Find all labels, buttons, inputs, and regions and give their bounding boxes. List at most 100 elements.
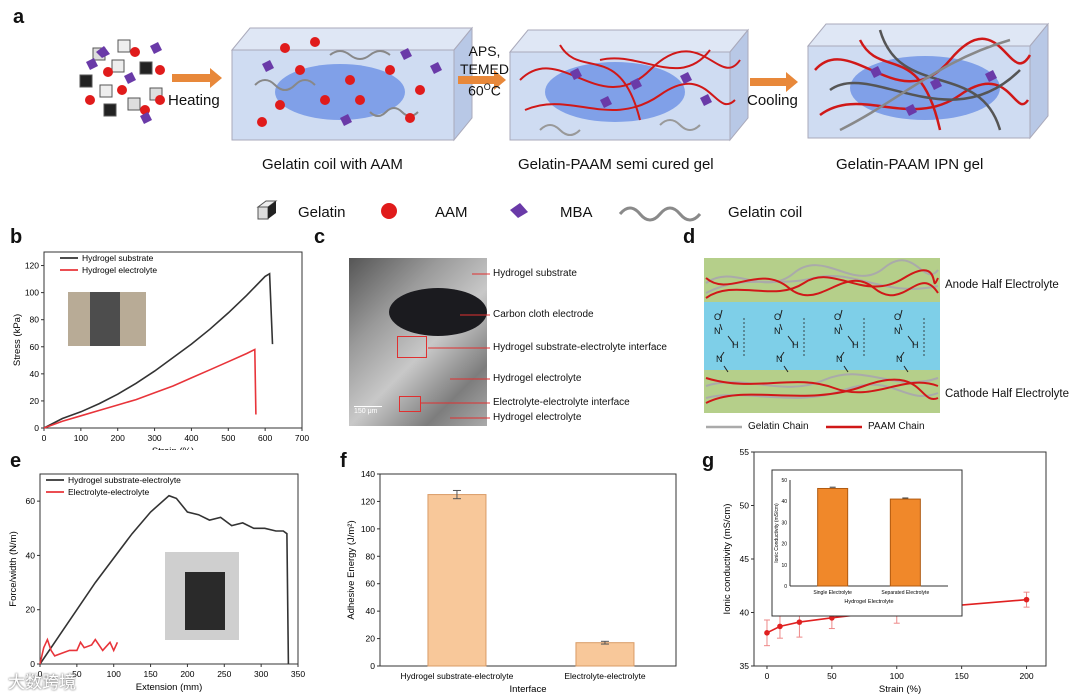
- e-ytick-label: 60: [26, 496, 36, 506]
- b-xtick-label: 200: [111, 433, 125, 443]
- legend-paam-chain: PAAM Chain: [868, 421, 925, 432]
- e-xtick-label: 50: [72, 669, 82, 679]
- panel-e-letter: e: [10, 450, 22, 472]
- f-bar: [427, 494, 487, 667]
- step-cooling-label: Cooling: [747, 92, 798, 109]
- interface-box-2: [399, 396, 421, 412]
- arrow-cooling: [750, 72, 798, 92]
- e-ytick-label: 0: [30, 659, 35, 669]
- e-peel-sample: [185, 572, 225, 630]
- g-xtick-label: 200: [1019, 671, 1033, 681]
- svg-text:N: N: [714, 326, 721, 336]
- g-ytick-label: 35: [740, 661, 750, 671]
- b-ytick-label: 60: [30, 342, 40, 352]
- legend-gelatin-label: Gelatin: [298, 204, 346, 221]
- e-xtick-label: 200: [180, 669, 194, 679]
- b-ytick-label: 80: [30, 315, 40, 325]
- anode-half-electrolyte-label: Anode Half Electrolyte: [945, 279, 1059, 291]
- legend-coil-icon: [618, 206, 702, 222]
- legend-coil-label: Gelatin coil: [728, 204, 803, 221]
- panel-a-schematic: [79, 22, 1050, 222]
- svg-text:O: O: [894, 312, 901, 322]
- caption-semi-cured: Gelatin-PAAM semi cured gel: [518, 156, 714, 173]
- f-ylabel: Adhesive Energy (J/m²): [346, 520, 357, 619]
- g-inset-ytick-label: 40: [781, 499, 787, 505]
- panel-c-leader-lines: [420, 273, 490, 419]
- svg-text:N: N: [834, 326, 841, 336]
- g-point: [764, 630, 770, 636]
- b-ytick-label: 100: [25, 288, 39, 298]
- g-ytick-label: 40: [740, 608, 750, 618]
- b-ylabel: Stress (kPa): [12, 314, 23, 366]
- f-xlabel: Interface: [510, 684, 547, 695]
- e-xtick-label: 300: [254, 669, 268, 679]
- e-ytick-label: 40: [26, 550, 36, 560]
- g-inset-ytick-label: 50: [781, 478, 787, 484]
- svg-text:N: N: [776, 354, 783, 364]
- b-series-line-1: [43, 348, 257, 429]
- f-ytick-label: 0: [370, 661, 375, 671]
- panel-d-letter: d: [683, 226, 696, 248]
- chart-b: 0 100 200 300 400 500 600 700 0 20 40 60 80 100 120 Str…: [12, 251, 309, 450]
- step-heating-label: Heating: [168, 92, 220, 109]
- panel-c-letter: c: [314, 226, 326, 248]
- g-xtick-label: 0: [765, 671, 770, 681]
- f-category-label: Hydrogel substrate-electrolyte: [400, 671, 513, 681]
- b-frame: [43, 251, 303, 429]
- g-xlabel: Strain (%): [879, 684, 921, 695]
- panel-d-legend-lines: [706, 425, 862, 429]
- g-inset-ytick-label: 20: [781, 542, 787, 548]
- f-ytick-label: 20: [366, 634, 376, 644]
- svg-text:N: N: [896, 354, 903, 364]
- e-xtick-label: 100: [107, 669, 121, 679]
- f-frame: [379, 473, 677, 667]
- panel-g-letter: g: [702, 450, 715, 472]
- caption-gelatin-coil: Gelatin coil with AAM: [262, 156, 403, 173]
- scale-bar: [354, 406, 382, 407]
- e-ylabel: Force/width (N/m): [8, 531, 19, 606]
- svg-text:O: O: [714, 312, 721, 322]
- chart-f: 0 20 40 60 80 100 120 140 Hydrogel substrate-ele…: [346, 469, 677, 695]
- g-inset-ytick-label: 10: [781, 563, 787, 569]
- g-ylabel: Ionic conductivity (mS/cm): [722, 504, 733, 615]
- panel-f-letter: f: [340, 450, 347, 472]
- arrow-heating: [172, 68, 222, 88]
- b-xtick-label: 700: [295, 433, 309, 443]
- b-ytick-label: 0: [34, 423, 39, 433]
- e-ytick-label: 20: [26, 605, 36, 615]
- legend-gelatin-chain: Gelatin Chain: [748, 421, 809, 432]
- g-inset-category-label: Single Electrolyte: [813, 590, 852, 596]
- label-carbon-cloth: Carbon cloth electrode: [493, 309, 594, 320]
- e-xtick-label: 350: [291, 669, 305, 679]
- svg-text:H: H: [912, 340, 919, 350]
- g-point: [1023, 596, 1030, 603]
- e-legend-label: Electrolyte-electrolyte: [68, 487, 150, 497]
- g-inset-ytick-label: 30: [781, 520, 787, 526]
- g-inset-ylabel: Ionic Conductivity (mS/cm): [774, 503, 780, 563]
- legend-gelatin-icon: [256, 200, 278, 220]
- chart-e: 0 50 100 150 200 250 300 350 0 20 40 60 Extension (m…: [8, 473, 305, 693]
- g-inset-ytick-label: 0: [784, 584, 787, 590]
- b-series-line-0: [43, 272, 274, 429]
- g-inset-category-label: Separated Electrolyte: [881, 590, 929, 596]
- f-ytick-label: 140: [361, 469, 375, 479]
- b-legend-label: Hydrogel substrate: [82, 253, 154, 263]
- label-hydrogel-electrolyte-1: Hydrogel electrolyte: [493, 373, 582, 384]
- svg-text:H: H: [852, 340, 859, 350]
- b-ytick-label: 120: [25, 261, 39, 271]
- svg-text:O: O: [774, 312, 781, 322]
- e-xlabel: Extension (mm): [136, 682, 203, 693]
- label-substrate-electrolyte-interface: Hydrogel substrate-electrolyte interface: [493, 342, 667, 353]
- label-hydrogel-electrolyte-2: Hydrogel electrolyte: [493, 412, 582, 423]
- carbon-cloth-region: [389, 288, 487, 336]
- cathode-half-electrolyte-label: Cathode Half Electrolyte: [945, 388, 1070, 400]
- svg-text:O: O: [834, 312, 841, 322]
- b-tensile-clamp: [90, 292, 120, 346]
- e-series-line-0: [39, 494, 290, 665]
- g-ytick-label: 45: [740, 554, 750, 564]
- e-series-line-1: [39, 637, 119, 665]
- g-ytick-label: 55: [740, 447, 750, 457]
- label-hydrogel-substrate: Hydrogel substrate: [493, 268, 577, 279]
- g-inset-xlabel: Hydrogel Electrolyte: [844, 599, 893, 605]
